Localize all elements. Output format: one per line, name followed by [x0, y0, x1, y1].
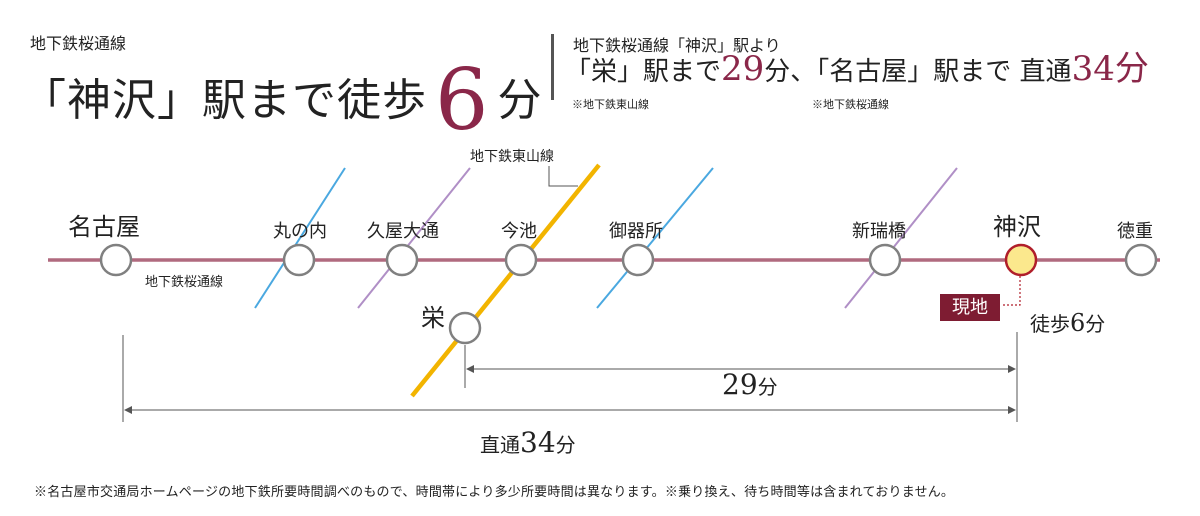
- headline-text: 「神沢」駅まで徒歩: [22, 75, 427, 126]
- duration-nagoya-minutes: 34: [520, 426, 556, 459]
- higashiyama-label-leader: [548, 166, 578, 187]
- station-dot-sakae: [448, 311, 482, 345]
- walk-text: 徒歩: [1030, 312, 1070, 336]
- higashiyama-line-label: 地下鉄東山線: [470, 149, 554, 165]
- duration-sakae-minutes: 29: [722, 368, 758, 401]
- access-from-label: 地下鉄桜通線「神沢」駅より: [573, 36, 781, 55]
- station-label-nagoya: 名古屋: [68, 213, 140, 241]
- arrow-34-left-head: [124, 406, 132, 414]
- sakae-unit: 分、: [764, 57, 817, 87]
- arrow-29-right-head: [1008, 365, 1016, 373]
- duration-nagoya: 直通34分: [480, 426, 576, 459]
- station-dot-nagoya: [99, 243, 133, 277]
- arrow-34-right-head: [1008, 406, 1016, 414]
- station-dot-marunouchi: [282, 243, 316, 277]
- sakae-text: 「栄」駅まで: [565, 57, 722, 87]
- station-label-kamisawa: 神沢: [993, 213, 1041, 241]
- station-dot-hisaya: [385, 243, 419, 277]
- station-dot-imaike: [504, 243, 538, 277]
- crossing-line-gokiso: [596, 167, 714, 309]
- walk-unit: 分: [1085, 312, 1106, 336]
- station-label-marunouchi: 丸の内: [273, 221, 327, 242]
- header-divider: [551, 34, 554, 100]
- station-dot-kamisawa: [1004, 243, 1038, 277]
- headline-minutes: 6: [435, 51, 490, 149]
- crossing-line-shinmizuhashi: [844, 167, 958, 309]
- crossing-line-marunouchi: [254, 167, 346, 309]
- station-dot-shinmizuhashi: [868, 243, 902, 277]
- sakae-minutes: 29: [721, 49, 765, 89]
- station-dot-tokushige: [1124, 243, 1158, 277]
- access-times: 「栄」駅まで29分、「名古屋」駅まで 直通34分: [565, 52, 1149, 86]
- station-label-hisaya: 久屋大通: [367, 221, 439, 242]
- station-label-imaike: 今池: [501, 221, 537, 242]
- nagoya-minutes: 34: [1071, 49, 1115, 89]
- current-location-badge: 現地: [940, 294, 1000, 321]
- station-dot-gokiso: [621, 243, 655, 277]
- higashiyama-line: [410, 163, 601, 398]
- headline: 「神沢」駅まで徒歩6 分: [22, 44, 543, 142]
- duration-sakae-unit: 分: [757, 375, 778, 399]
- arrow-29-left-head: [466, 365, 474, 373]
- walk-minutes: 6: [1070, 309, 1086, 337]
- headline-unit: 分: [497, 75, 543, 126]
- nagoya-text: 「名古屋」駅まで 直通: [816, 57, 1072, 87]
- nagoya-unit: 分: [1114, 49, 1149, 89]
- footnote: ※名古屋市交通局ホームページの地下鉄所要時間調べのもので、時間帯により多少所要時…: [34, 485, 955, 500]
- walk-time: 徒歩6分: [1030, 308, 1105, 337]
- sakuradori-line-label: 地下鉄桜通線: [145, 275, 224, 290]
- duration-nagoya-text: 直通: [480, 433, 520, 457]
- station-label-gokiso: 御器所: [609, 221, 663, 242]
- station-label-sakae: 栄: [421, 304, 445, 332]
- note-sakae: ※地下鉄東山線: [572, 98, 649, 111]
- duration-sakae: 29分: [722, 368, 778, 401]
- duration-nagoya-unit: 分: [555, 433, 576, 457]
- station-label-tokushige: 徳重: [1117, 221, 1153, 242]
- line-title: 地下鉄桜通線: [30, 34, 127, 53]
- current-location-leader: [1002, 276, 1021, 306]
- crossing-line-hisaya: [357, 167, 471, 309]
- note-nagoya: ※地下鉄桜通線: [812, 98, 889, 111]
- station-label-shinmizuhashi: 新瑞橋: [852, 221, 906, 242]
